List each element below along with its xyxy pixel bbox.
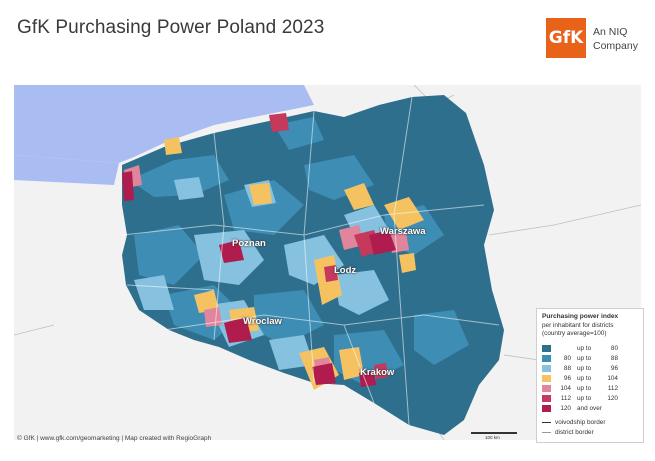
legend-district-border: district border <box>542 429 638 437</box>
city-label-lodz: Lodz <box>334 265 357 276</box>
legend-upper-bound: 80 <box>610 345 618 352</box>
legend-subtitle-line-1: per inhabitant for districts <box>542 322 614 329</box>
legend-voivodship-label: voivodship border <box>555 419 606 426</box>
districts-80-88 <box>129 117 469 385</box>
gfk-logo-mark: GfK <box>546 18 586 58</box>
map-credit: © GfK | www.gfk.com/geomarketing | Map c… <box>17 435 212 442</box>
city-label-wroclaw: Wroclaw <box>243 316 282 327</box>
legend-swatch <box>542 395 551 402</box>
scale-bar-line <box>471 432 517 434</box>
scale-bar: 100 km <box>471 431 517 441</box>
legend-swatch <box>542 345 551 352</box>
legend-lower-bound: 96 <box>563 375 571 382</box>
legend-class-row: up to 80 <box>542 345 638 353</box>
legend-range-word: up to <box>577 385 592 392</box>
legend-class-row: 96 up to 104 <box>542 375 638 383</box>
legend-swatch <box>542 355 551 362</box>
legend-range-word: up to <box>577 395 592 402</box>
map-legend: Purchasing power index per inhabitant fo… <box>536 308 644 443</box>
legend-district-label: district border <box>555 429 594 436</box>
legend-lower-bound: 88 <box>563 365 571 372</box>
gfk-logo: GfK An NIQ Company <box>546 18 646 60</box>
szczecin-lagoon <box>14 155 119 185</box>
legend-class-row: 88 up to 96 <box>542 365 638 373</box>
city-label-poznan: Poznan <box>232 238 266 249</box>
legend-lower-bound: 120 <box>560 405 571 412</box>
legend-subtitle-line-2: (country average=100) <box>542 330 607 337</box>
legend-swatch <box>542 365 551 372</box>
legend-voivodship-border: voivodship border <box>542 419 638 427</box>
legend-swatch <box>542 405 551 412</box>
legend-upper-bound: 120 <box>607 395 618 402</box>
legend-title: Purchasing power index <box>542 313 619 320</box>
legend-class-row: 80 up to 88 <box>542 355 638 363</box>
legend-class-row: 104 up to 112 <box>542 385 638 393</box>
legend-lower-bound: 112 <box>560 395 571 402</box>
logo-tagline-1: An NIQ <box>593 26 628 38</box>
legend-range-word: up to <box>577 345 592 352</box>
legend-swatch <box>542 385 551 392</box>
legend-class-row: 112 up to 120 <box>542 395 638 403</box>
voivodship-borders <box>121 96 500 426</box>
districts-120-and-over <box>122 171 396 387</box>
map-panel: Poznan Warszawa Lodz Wroclaw Krakow <box>14 85 641 440</box>
legend-range-word: up to <box>577 365 592 372</box>
legend-lower-bound: 80 <box>563 355 571 362</box>
legend-range-word: up to <box>577 355 592 362</box>
legend-lower-bound: 104 <box>560 385 571 392</box>
legend-subtitle: per inhabitant for districts (country av… <box>542 322 642 338</box>
baltic-sea <box>14 85 314 163</box>
logo-tagline-2: Company <box>593 40 638 52</box>
legend-swatch <box>542 375 551 382</box>
legend-class-row: 120 and over <box>542 405 638 413</box>
legend-upper-bound: 112 <box>607 385 618 392</box>
legend-range-word: up to <box>577 375 592 382</box>
legend-upper-bound: 88 <box>610 355 618 362</box>
legend-upper-bound: 96 <box>610 365 618 372</box>
city-label-warszawa: Warszawa <box>380 226 426 237</box>
city-label-krakow: Krakow <box>360 367 395 378</box>
map-title: GfK Purchasing Power Poland 2023 <box>17 17 325 38</box>
legend-range-word: and over <box>577 405 602 412</box>
poland-choropleth-map <box>14 85 641 440</box>
legend-upper-bound: 104 <box>607 375 618 382</box>
scale-bar-label: 100 km <box>485 435 500 440</box>
